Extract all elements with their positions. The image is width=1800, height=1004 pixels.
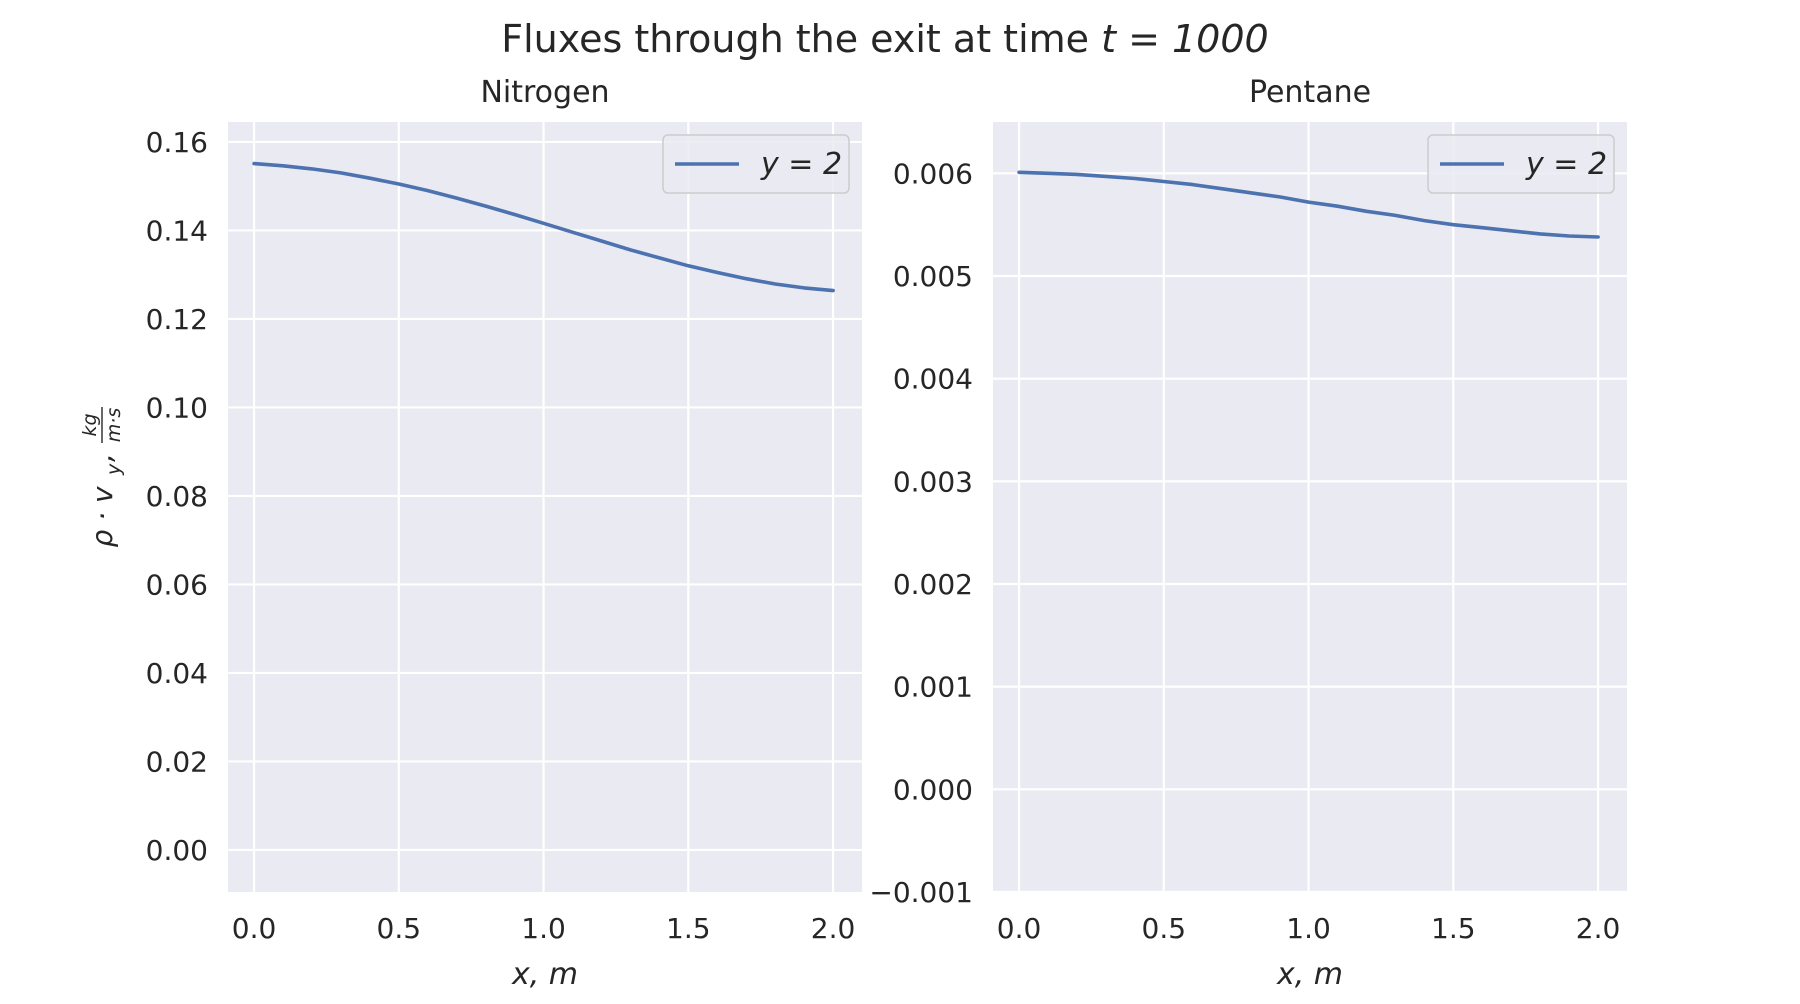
pentane-series-line-y-2 [1017, 170, 1600, 239]
pentane-legend-frame [1427, 134, 1615, 194]
nitrogen-x-axis-label: x, m [511, 957, 578, 992]
pentane-y-tick-label: 0.003 [893, 465, 973, 498]
pentane-x-tick-label: 1.5 [1431, 912, 1476, 945]
nitrogen-y-axis-label: ρ · v y, kg m·s [79, 407, 125, 548]
nitrogen-panel: 0.00 0.02 0.04 0.06 0.08 0.10 0.12 0.14 0.16 0.0 0… [79, 75, 862, 992]
nitrogen-x-tick-label: 0.0 [232, 912, 277, 945]
pentane-x-axis-label: x, m [1276, 957, 1343, 992]
pentane-y-tick-label: 0.004 [893, 363, 973, 396]
nitrogen-y-label-main: ρ · v [86, 486, 119, 547]
nitrogen-title: Nitrogen [480, 75, 609, 110]
nitrogen-y-label-unit-denominator: m·s [103, 408, 125, 443]
suptitle-math: t = 1000 [1101, 17, 1269, 61]
pentane-y-tick-label: 0.001 [893, 671, 973, 704]
nitrogen-y-label-subscript: y [103, 463, 125, 476]
nitrogen-y-tick-label: 0.02 [146, 745, 208, 778]
pentane-plot-area [993, 122, 1627, 892]
nitrogen-y-tick-label: 0.12 [146, 303, 208, 336]
nitrogen-x-tick-label: 1.5 [666, 912, 711, 945]
nitrogen-y-label-separator: , [86, 453, 119, 462]
nitrogen-legend-label: y = 2 [760, 147, 842, 182]
nitrogen-plot-area [228, 122, 862, 892]
nitrogen-legend-frame [662, 134, 850, 194]
nitrogen-x-tick-label: 1.0 [521, 912, 566, 945]
pentane-panel: −0.0010.0000.0010.0020.0030.0040.0050.00… [869, 75, 1627, 992]
nitrogen-x-tick-label: 2.0 [811, 912, 856, 945]
pentane-y-tick-label: 0.000 [893, 773, 973, 806]
pentane-y-tick-label: 0.002 [893, 568, 973, 601]
pentane-x-tick-label: 0.0 [997, 912, 1042, 945]
nitrogen-y-tick-label: 0.04 [146, 657, 208, 690]
pentane-legend: y = 2 [1427, 134, 1615, 194]
nitrogen-series-line-y-2 [252, 161, 835, 293]
nitrogen-y-tick-label: 0.08 [146, 480, 208, 513]
pentane-y-tick-label: −0.001 [869, 876, 973, 909]
pentane-legend-label: y = 2 [1525, 147, 1607, 182]
pentane-y-tick-label: 0.006 [893, 157, 973, 190]
nitrogen-y-tick-label: 0.10 [146, 391, 208, 424]
nitrogen-legend: y = 2 [662, 134, 850, 194]
nitrogen-y-tick-label: 0.00 [146, 834, 208, 867]
nitrogen-x-tick-label: 0.5 [377, 912, 422, 945]
pentane-x-tick-label: 1.0 [1286, 912, 1331, 945]
nitrogen-y-tick-label: 0.16 [146, 126, 208, 159]
pentane-y-tick-label: 0.005 [893, 260, 973, 293]
nitrogen-y-label-unit-numerator: kg [79, 413, 101, 436]
pentane-x-tick-label: 0.5 [1142, 912, 1187, 945]
nitrogen-y-tick-label: 0.14 [146, 214, 208, 247]
pentane-x-tick-label: 2.0 [1576, 912, 1621, 945]
figure-suptitle: Fluxes through the exit at time t = 1000 [501, 17, 1268, 61]
nitrogen-y-tick-label: 0.06 [146, 568, 208, 601]
pentane-title: Pentane [1249, 75, 1371, 110]
suptitle-prefix: Fluxes through the exit at time [501, 17, 1101, 61]
